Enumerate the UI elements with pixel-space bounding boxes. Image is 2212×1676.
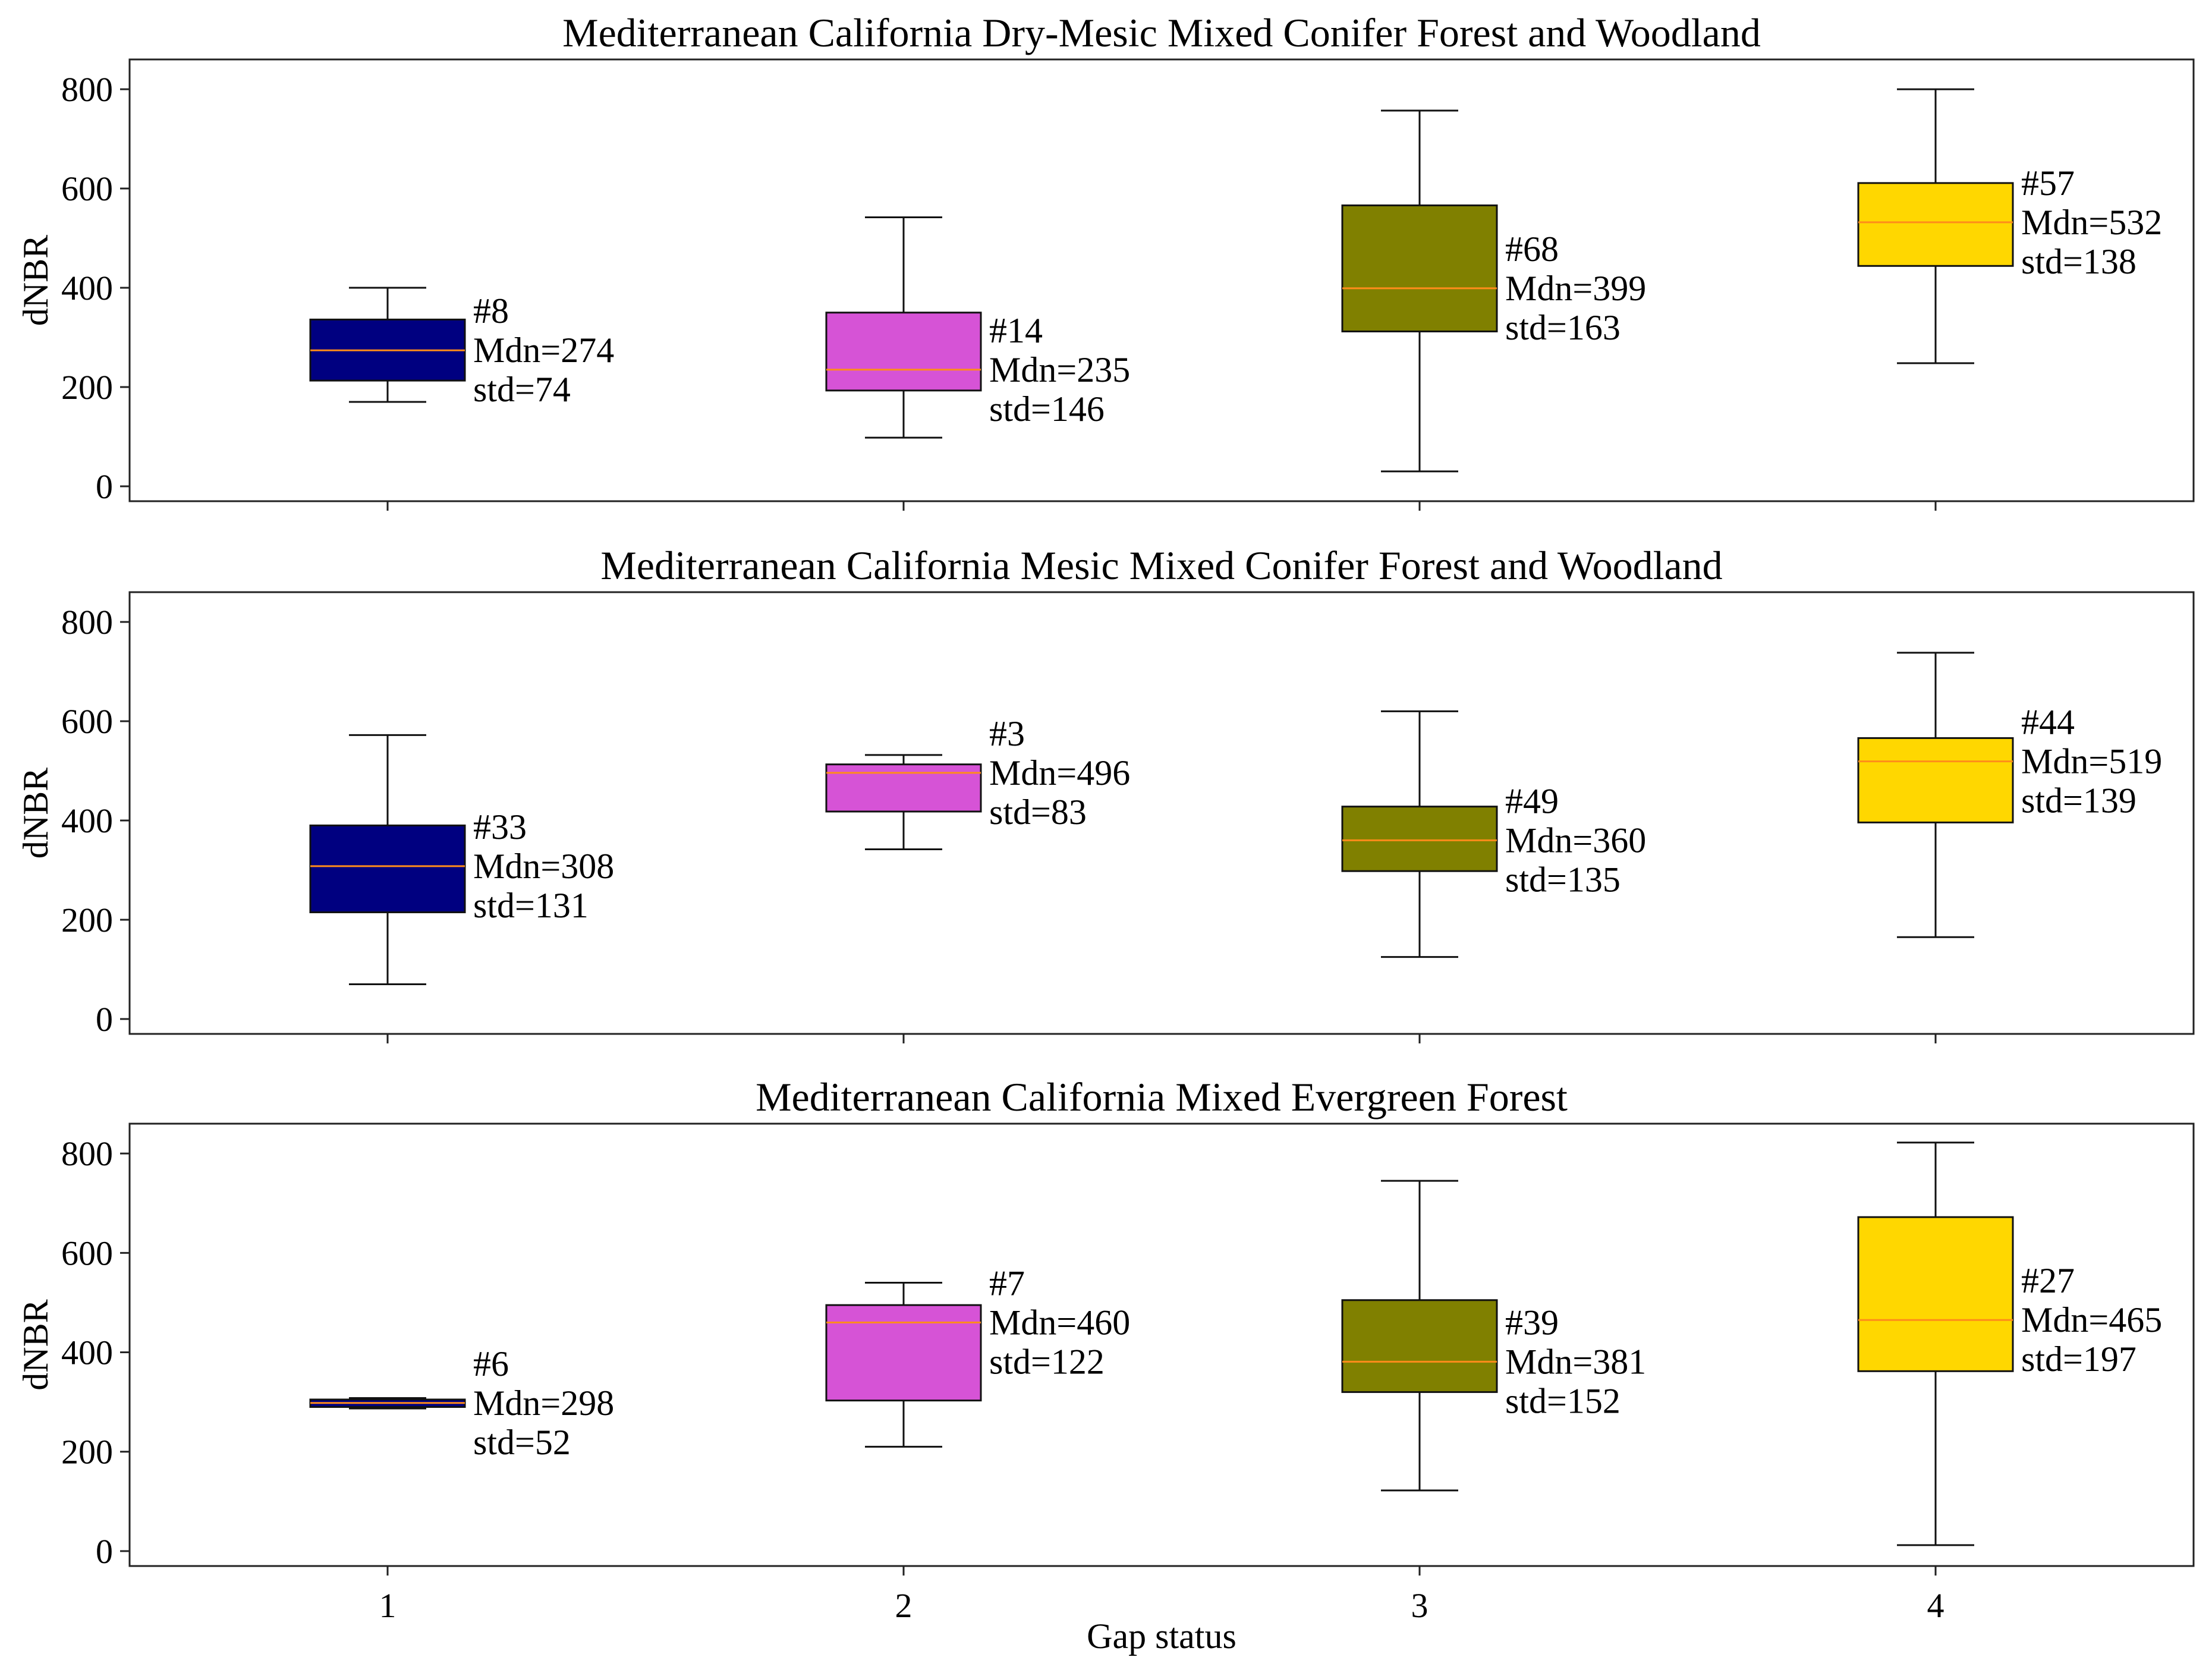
- std-label: std=152: [1505, 1381, 1621, 1420]
- iqr-box: [1857, 182, 2014, 267]
- std-label: std=122: [989, 1342, 1105, 1381]
- y-tick-label: 400: [61, 801, 113, 840]
- y-tick-label: 400: [61, 269, 113, 307]
- median-label: Mdn=235: [989, 350, 1130, 389]
- median-label: Mdn=399: [1505, 269, 1646, 308]
- count-label: #33: [473, 807, 527, 847]
- y-tick-label: 800: [61, 603, 113, 642]
- std-label: std=131: [473, 886, 589, 925]
- std-label: std=146: [989, 389, 1105, 429]
- y-tick-label: 0: [96, 467, 113, 506]
- std-label: std=135: [1505, 860, 1621, 899]
- iqr-box: [1857, 1216, 2014, 1372]
- plot-frame: [128, 591, 2195, 1035]
- iqr-box: [825, 763, 982, 813]
- y-axis-label: dNBR: [16, 1299, 55, 1390]
- plot-frame: [128, 1122, 2195, 1567]
- median-label: Mdn=274: [473, 331, 614, 370]
- median-label: Mdn=298: [473, 1383, 614, 1423]
- count-label: #39: [1505, 1303, 1559, 1342]
- panel-1: Mediterranean California Dry-Mesic Mixed…: [61, 10, 2195, 511]
- y-tick-label: 200: [61, 368, 113, 407]
- count-label: #68: [1505, 229, 1559, 269]
- iqr-box: [1341, 806, 1498, 872]
- y-tick-label: 400: [61, 1334, 113, 1372]
- std-label: std=52: [473, 1423, 571, 1462]
- x-tick-label: 1: [379, 1586, 397, 1625]
- count-label: #27: [2021, 1261, 2075, 1300]
- iqr-box: [1341, 1299, 1498, 1393]
- iqr-box: [825, 312, 982, 392]
- x-tick-label: 4: [1927, 1586, 1944, 1625]
- iqr-box: [309, 824, 466, 913]
- median-label: Mdn=381: [1505, 1342, 1646, 1381]
- x-axis-label: Gap status: [1087, 1617, 1236, 1656]
- y-tick-label: 600: [61, 169, 113, 208]
- plot-frame: [128, 58, 2195, 502]
- std-label: std=163: [1505, 308, 1621, 347]
- panel-2: Mediterranean California Mesic Mixed Con…: [61, 543, 2195, 1043]
- y-tick-label: 200: [61, 901, 113, 939]
- median-label: Mdn=308: [473, 847, 614, 886]
- panel-title: Mediterranean California Dry-Mesic Mixed…: [562, 10, 1761, 55]
- std-label: std=139: [2021, 781, 2137, 820]
- y-tick-label: 800: [61, 1134, 113, 1173]
- std-label: std=74: [473, 370, 571, 409]
- median-label: Mdn=460: [989, 1303, 1130, 1342]
- count-label: #8: [473, 291, 509, 331]
- iqr-box: [825, 1304, 982, 1402]
- y-tick-label: 800: [61, 70, 113, 109]
- count-label: #57: [2021, 163, 2075, 203]
- median-label: Mdn=519: [2021, 742, 2162, 781]
- y-tick-label: 200: [61, 1433, 113, 1471]
- panel-title: Mediterranean California Mixed Evergreen…: [756, 1074, 1568, 1120]
- median-label: Mdn=360: [1505, 820, 1646, 860]
- y-tick-label: 0: [96, 1532, 113, 1571]
- y-tick-label: 600: [61, 702, 113, 741]
- panel-title: Mediterranean California Mesic Mixed Con…: [600, 543, 1722, 588]
- std-label: std=138: [2021, 242, 2137, 281]
- iqr-box: [1857, 737, 2014, 823]
- count-label: #14: [989, 311, 1043, 350]
- median-label: Mdn=465: [2021, 1300, 2162, 1339]
- std-label: std=197: [2021, 1339, 2137, 1379]
- median-label: Mdn=532: [2021, 203, 2162, 242]
- median-label: Mdn=496: [989, 753, 1130, 793]
- count-label: #6: [473, 1344, 509, 1383]
- x-tick-label: 2: [895, 1586, 913, 1625]
- x-tick-label: 3: [1411, 1586, 1428, 1625]
- std-label: std=83: [989, 793, 1087, 832]
- y-tick-label: 600: [61, 1234, 113, 1272]
- count-label: #44: [2021, 703, 2075, 742]
- panel-3: Mediterranean California Mixed Evergreen…: [61, 1074, 2195, 1625]
- y-axis-label: dNBR: [16, 235, 55, 326]
- y-tick-label: 0: [96, 1000, 113, 1039]
- y-axis-label: dNBR: [16, 768, 55, 859]
- count-label: #3: [989, 714, 1025, 753]
- count-label: #7: [989, 1263, 1025, 1303]
- iqr-box: [1341, 204, 1498, 332]
- count-label: #49: [1505, 781, 1559, 820]
